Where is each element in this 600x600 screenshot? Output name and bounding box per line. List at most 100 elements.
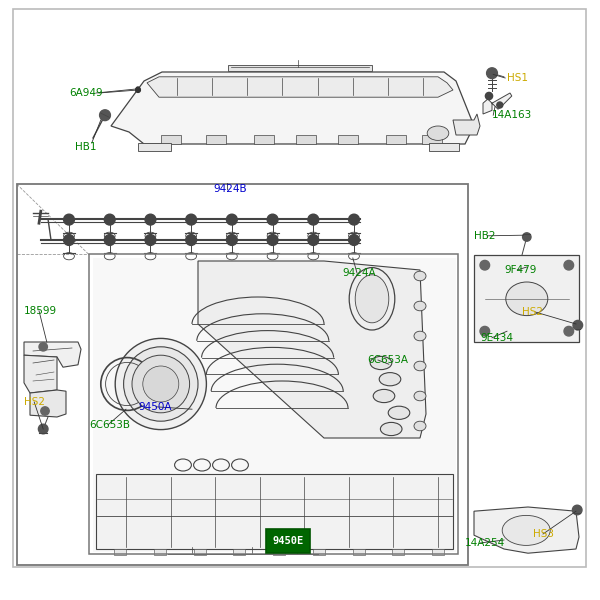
Circle shape (487, 68, 497, 79)
Text: 18599: 18599 (24, 306, 57, 316)
Ellipse shape (132, 355, 190, 413)
Text: HS3: HS3 (533, 529, 554, 539)
Polygon shape (161, 135, 181, 144)
Ellipse shape (506, 282, 548, 316)
Text: 6A949: 6A949 (69, 88, 103, 98)
Polygon shape (386, 135, 406, 144)
Polygon shape (296, 135, 316, 144)
Circle shape (308, 235, 319, 245)
Polygon shape (30, 390, 66, 417)
Ellipse shape (414, 391, 426, 401)
Polygon shape (206, 135, 226, 144)
Circle shape (226, 214, 237, 225)
Circle shape (145, 235, 156, 245)
Polygon shape (353, 549, 365, 555)
Circle shape (523, 233, 531, 241)
Circle shape (308, 214, 319, 225)
Polygon shape (392, 549, 404, 555)
Circle shape (100, 110, 110, 121)
Text: HS1: HS1 (507, 73, 528, 83)
Circle shape (480, 260, 490, 270)
Ellipse shape (388, 406, 410, 419)
Circle shape (573, 320, 583, 330)
Circle shape (564, 260, 574, 270)
Circle shape (485, 92, 493, 100)
Circle shape (267, 235, 278, 245)
Polygon shape (474, 507, 579, 553)
Polygon shape (154, 549, 166, 555)
Circle shape (226, 235, 237, 245)
Polygon shape (24, 342, 81, 367)
Bar (89, 254, 458, 554)
Polygon shape (432, 549, 444, 555)
Circle shape (145, 214, 156, 225)
Text: HS2: HS2 (24, 397, 45, 407)
Ellipse shape (427, 126, 449, 140)
Ellipse shape (379, 373, 401, 386)
Ellipse shape (414, 331, 426, 341)
Ellipse shape (115, 338, 206, 430)
Circle shape (38, 424, 48, 434)
Polygon shape (193, 549, 206, 555)
Ellipse shape (124, 347, 198, 421)
Text: 9424A: 9424A (342, 268, 376, 278)
Ellipse shape (143, 366, 179, 402)
Polygon shape (147, 77, 453, 97)
Polygon shape (198, 261, 426, 438)
Text: HB2: HB2 (474, 231, 496, 241)
Circle shape (186, 235, 197, 245)
Circle shape (64, 235, 74, 245)
Text: 9450E: 9450E (272, 536, 304, 546)
Text: 6C653B: 6C653B (89, 420, 130, 430)
Ellipse shape (380, 422, 402, 436)
Ellipse shape (355, 275, 389, 323)
Polygon shape (111, 72, 474, 144)
Circle shape (349, 235, 359, 245)
Ellipse shape (414, 301, 426, 311)
Circle shape (41, 407, 49, 415)
Text: 6C653A: 6C653A (367, 355, 408, 365)
Polygon shape (233, 549, 245, 555)
Circle shape (186, 214, 197, 225)
Polygon shape (483, 93, 512, 114)
Ellipse shape (414, 421, 426, 431)
Circle shape (104, 214, 115, 225)
Ellipse shape (349, 268, 395, 330)
Polygon shape (228, 65, 372, 71)
Ellipse shape (502, 515, 550, 545)
Polygon shape (254, 135, 274, 144)
Polygon shape (114, 549, 126, 555)
Text: 9F479: 9F479 (504, 265, 536, 275)
Text: 14A254: 14A254 (465, 538, 505, 548)
Polygon shape (422, 135, 442, 144)
Text: 9E434: 9E434 (480, 333, 513, 343)
Circle shape (564, 326, 574, 336)
Ellipse shape (370, 356, 392, 370)
Circle shape (497, 102, 503, 108)
Polygon shape (338, 135, 358, 144)
Ellipse shape (414, 361, 426, 371)
Polygon shape (138, 143, 171, 151)
Polygon shape (93, 258, 456, 552)
Circle shape (480, 326, 490, 336)
Bar (17, 184, 468, 565)
Text: 14A163: 14A163 (492, 110, 532, 120)
Polygon shape (273, 549, 285, 555)
Circle shape (349, 214, 359, 225)
Polygon shape (96, 474, 453, 549)
Text: 9424B: 9424B (213, 184, 247, 194)
Ellipse shape (414, 271, 426, 281)
Text: HS2: HS2 (522, 307, 543, 317)
Text: HB1: HB1 (75, 142, 97, 152)
Ellipse shape (373, 389, 395, 403)
Circle shape (136, 87, 140, 91)
Circle shape (104, 235, 115, 245)
Polygon shape (24, 355, 57, 393)
Circle shape (136, 88, 140, 92)
Polygon shape (474, 255, 579, 342)
Polygon shape (453, 114, 480, 135)
Bar (266, 529, 310, 553)
Text: 9450A: 9450A (138, 402, 172, 412)
Circle shape (572, 505, 582, 515)
Polygon shape (429, 143, 459, 151)
